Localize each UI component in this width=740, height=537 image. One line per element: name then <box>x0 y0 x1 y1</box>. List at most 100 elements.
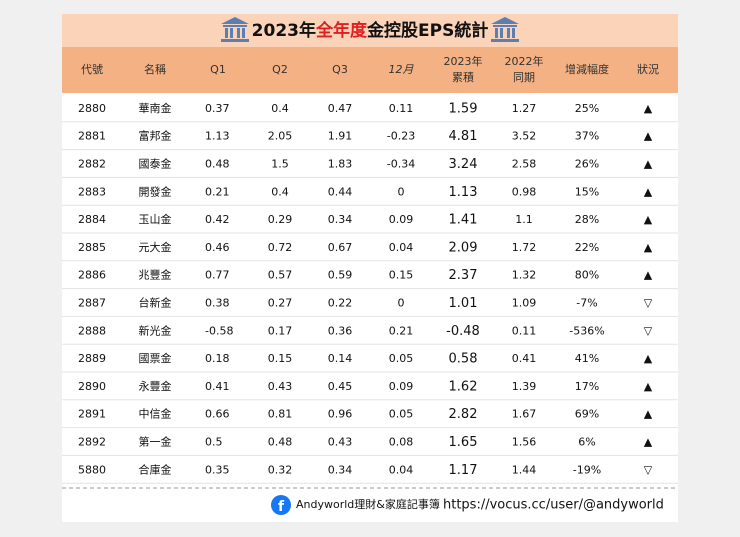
header-cell: 同期 <box>513 71 535 84</box>
table-cell: 2885 <box>78 241 106 254</box>
table-cell: 41% <box>575 352 599 365</box>
table-cell: 1.72 <box>512 241 537 254</box>
table-cell: 華南金 <box>139 101 172 115</box>
table-cell: 2.09 <box>449 240 478 255</box>
table-cell: 0.32 <box>268 463 293 476</box>
table-cell: 0.18 <box>205 352 230 365</box>
status-cell: ▽ <box>644 297 653 310</box>
table-cell: 0.81 <box>268 408 293 421</box>
table-cell: 1.59 <box>449 101 478 116</box>
table-cell: 2889 <box>78 352 106 365</box>
table-cell: 0.67 <box>328 241 353 254</box>
title-part: 金控股EPS統計 <box>366 20 488 41</box>
table-cell: 0.27 <box>268 297 293 310</box>
status-cell: ▲ <box>644 102 653 115</box>
table-cell: 0.21 <box>205 185 230 198</box>
table-cell: 2.82 <box>449 407 478 422</box>
table-cell: 0.96 <box>328 408 353 421</box>
table-cell: 2882 <box>78 158 106 171</box>
title-band <box>62 14 678 47</box>
table-cell: 2.37 <box>449 268 478 283</box>
status-cell: ▽ <box>644 463 653 476</box>
table-cell: 2891 <box>78 408 106 421</box>
header-cell: 代號 <box>81 63 103 76</box>
table-cell: 0.43 <box>268 380 293 393</box>
table-cell: 25% <box>575 102 599 115</box>
header-cell: 名稱 <box>144 62 166 76</box>
table-cell: 玉山金 <box>139 212 172 226</box>
table-cell: 1.27 <box>512 102 537 115</box>
status-cell: ▲ <box>644 241 653 254</box>
table-cell: 0.48 <box>268 436 293 449</box>
table-cell: 0.14 <box>328 352 353 365</box>
table-cell: 0.21 <box>389 324 414 337</box>
table-cell: 4.81 <box>449 129 478 144</box>
table-cell: 1.67 <box>512 408 537 421</box>
header-cell: 2022年 <box>505 54 544 68</box>
table-cell: 國泰金 <box>139 157 172 171</box>
status-cell: ▲ <box>644 352 653 365</box>
table-cell: 國票金 <box>139 351 172 365</box>
footer-brand: Andyworld理財&家庭記事簿 <box>296 497 440 511</box>
table-cell: 0.57 <box>268 269 293 282</box>
table-cell: 1.83 <box>328 158 353 171</box>
table-cell: 1.1 <box>515 213 533 226</box>
table-cell: 69% <box>575 408 599 421</box>
table-cell: 1.41 <box>449 213 478 228</box>
table-cell: 0.5 <box>205 436 223 449</box>
bank-icon <box>491 17 519 42</box>
table-cell: 0.09 <box>389 213 414 226</box>
table-cell: 1.17 <box>449 463 478 478</box>
table-cell: 新光金 <box>139 323 172 337</box>
status-cell: ▲ <box>644 130 653 143</box>
table-cell: 2.58 <box>512 158 537 171</box>
header-cell: 狀況 <box>637 62 659 76</box>
table-cell: 22% <box>575 241 599 254</box>
table-cell: 0.11 <box>389 102 414 115</box>
table-cell: 2.05 <box>268 130 293 143</box>
table-cell: 0.77 <box>205 269 230 282</box>
table-cell: 0.44 <box>328 185 353 198</box>
table-cell: -19% <box>573 463 601 476</box>
header-cell: 2023年 <box>444 54 483 68</box>
table-cell: 26% <box>575 158 599 171</box>
footer-url: https://vocus.cc/user/@andyworld <box>443 498 664 513</box>
table-cell: 2888 <box>78 324 106 337</box>
table-cell: 台新金 <box>139 296 172 310</box>
status-cell: ▲ <box>644 380 653 393</box>
table-cell: 3.24 <box>449 157 478 172</box>
table-cell: 2886 <box>78 269 106 282</box>
table-cell: 2890 <box>78 380 106 393</box>
table-cell: 合庫金 <box>139 462 172 476</box>
table-cell: 1.01 <box>449 296 478 311</box>
table-cell: 1.32 <box>512 269 537 282</box>
table-cell: 17% <box>575 380 599 393</box>
header-cell: Q3 <box>332 63 348 76</box>
table-cell: 0.11 <box>512 324 537 337</box>
table-cell: -0.34 <box>387 158 415 171</box>
bank-icon <box>221 17 249 42</box>
status-cell: ▲ <box>644 185 653 198</box>
header-cell: 累積 <box>452 70 474 84</box>
table-cell: 6% <box>578 436 595 449</box>
table-cell: 0.36 <box>328 324 353 337</box>
table-cell: 1.91 <box>328 130 353 143</box>
status-cell: ▲ <box>644 269 653 282</box>
status-cell: ▲ <box>644 213 653 226</box>
table-cell: 5880 <box>78 463 106 476</box>
card <box>62 14 678 522</box>
table-cell: 2892 <box>78 436 106 449</box>
status-cell: ▽ <box>644 324 653 337</box>
title: 2023年全年度金控股EPS統計 <box>252 20 489 41</box>
table-cell: 0.05 <box>389 408 414 421</box>
table-cell: 0.72 <box>268 241 293 254</box>
table-cell: 0.98 <box>512 185 537 198</box>
table-cell: 0.17 <box>268 324 293 337</box>
table-cell: 0.34 <box>328 463 353 476</box>
table-cell: 0.15 <box>268 352 293 365</box>
table-cell: 1.5 <box>271 158 289 171</box>
table-cell: 1.56 <box>512 436 537 449</box>
table-cell: 3.52 <box>512 130 537 143</box>
table-cell: 0.41 <box>512 352 537 365</box>
table-cell: 開發金 <box>139 184 172 198</box>
